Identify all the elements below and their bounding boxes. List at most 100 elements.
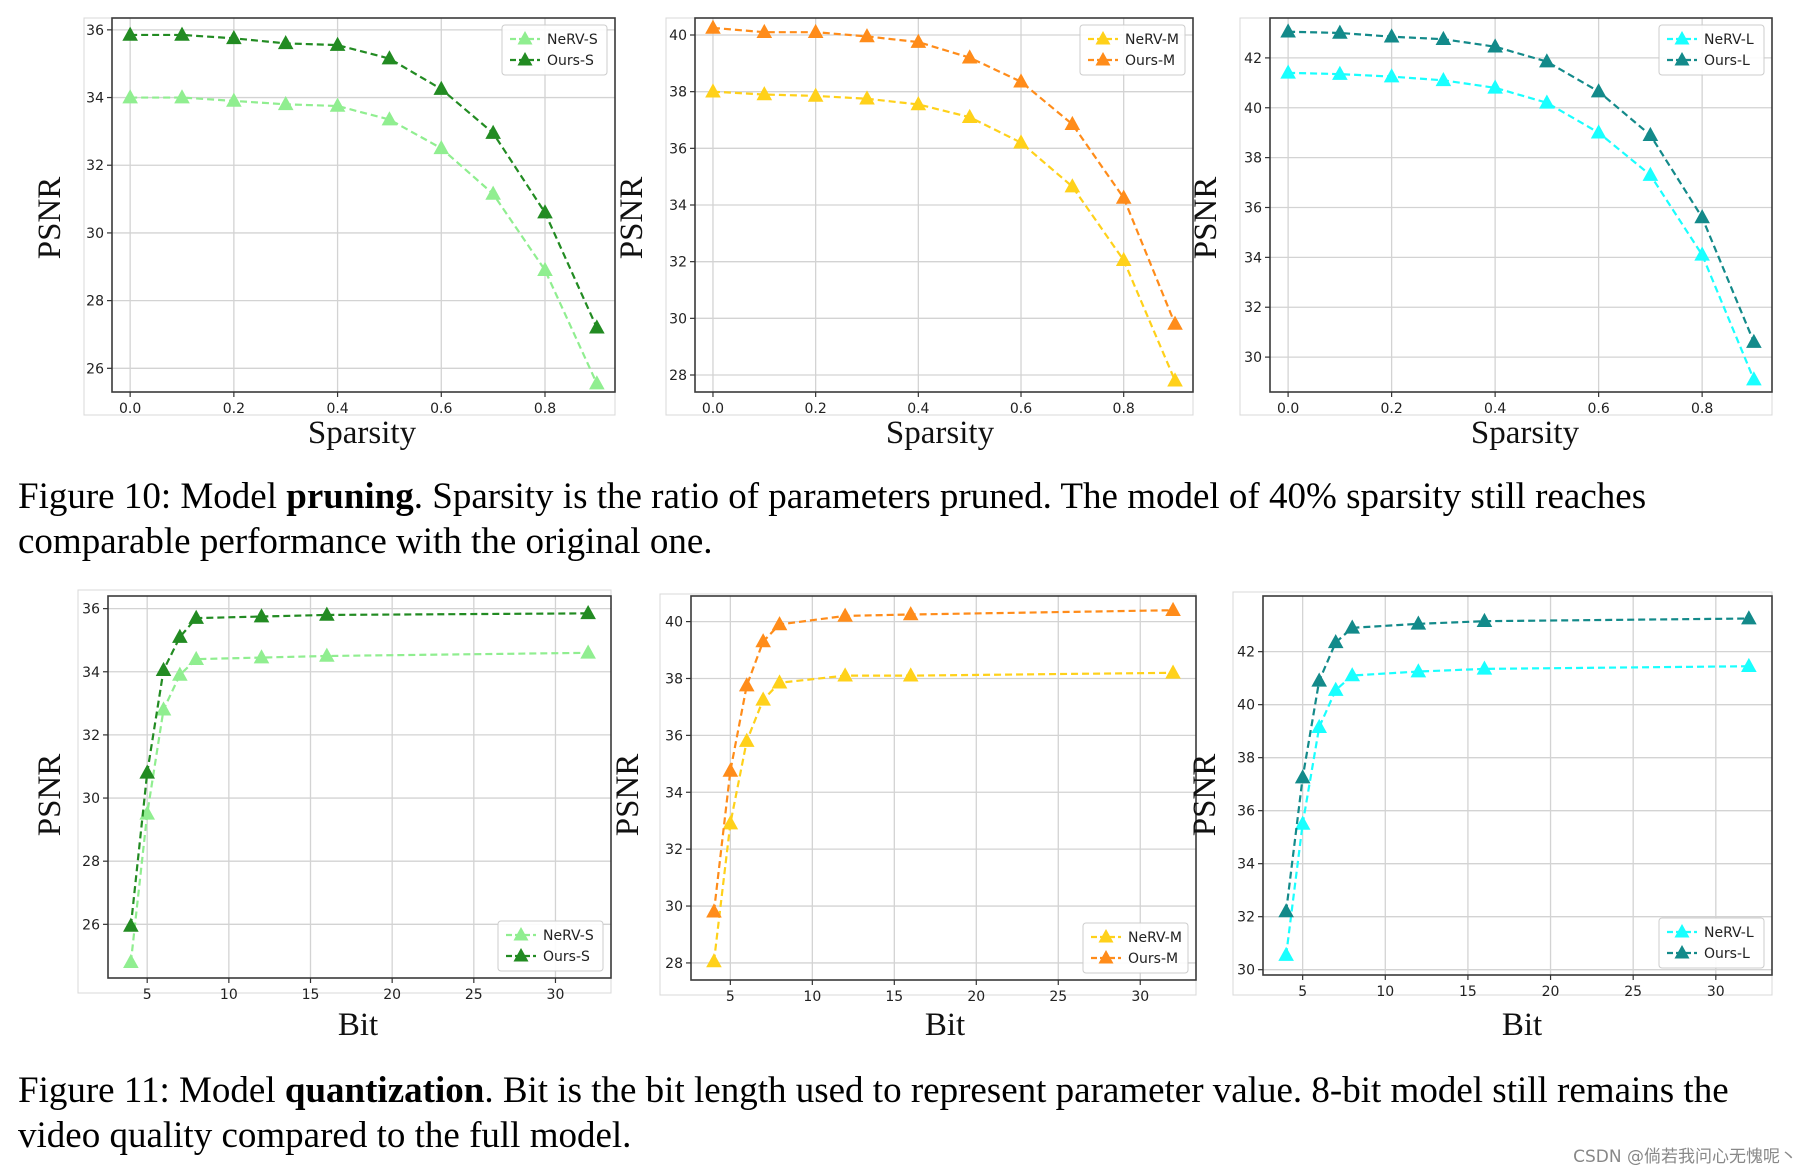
data-point (807, 87, 824, 102)
data-point (277, 35, 294, 50)
legend-marker (513, 947, 529, 962)
y-tick-label: 26 (82, 917, 100, 933)
data-point (1064, 178, 1081, 193)
data-point (537, 204, 553, 219)
data-point (174, 26, 190, 41)
figure-11-bold: quantization (284, 1070, 485, 1111)
data-point (705, 19, 721, 34)
series-line (712, 26, 1177, 325)
x-tick-label: 0.6 (1587, 401, 1609, 417)
data-point (1741, 610, 1757, 625)
data-point (1383, 68, 1400, 83)
data-point (1539, 94, 1555, 109)
x-tick-label: 30 (1707, 984, 1725, 1000)
data-point (1280, 23, 1296, 38)
data-point (139, 764, 155, 779)
chart-panel: 0.0 0.2 0.4 0.6 0.8 28 30 32 34 36 38 40 Sparsity PSN… (614, 17, 1194, 451)
data-point (253, 608, 270, 623)
data-point (433, 80, 450, 95)
data-point (837, 607, 853, 622)
data-point (1311, 718, 1327, 733)
data-point (722, 762, 739, 777)
series-line (1285, 617, 1749, 912)
data-point (910, 96, 927, 111)
x-tick-label: 30 (547, 987, 565, 1003)
y-tick-label: 32 (86, 158, 104, 174)
legend-label: NeRV-M (1128, 930, 1182, 946)
x-tick-label: 0.0 (702, 401, 724, 417)
y-tick-label: 36 (665, 728, 683, 744)
series-line (712, 90, 1177, 382)
legend-label: Ours-M (1128, 951, 1178, 967)
x-tick-label: 25 (465, 987, 483, 1003)
data-point (1327, 634, 1344, 649)
x-tick-label: 0.2 (223, 401, 245, 417)
data-point (1590, 83, 1607, 98)
data-point (910, 33, 927, 48)
x-axis-label: Sparsity (886, 415, 995, 451)
data-point (1064, 115, 1081, 131)
x-tick-label: 25 (1049, 989, 1067, 1005)
legend-label: Ours-M (1125, 53, 1175, 69)
data-point (902, 606, 919, 621)
data-point (172, 666, 188, 681)
data-point (706, 953, 722, 968)
data-point (1410, 615, 1427, 630)
y-tick-label: 40 (1244, 101, 1262, 117)
data-point (722, 815, 739, 830)
y-tick-label: 36 (1237, 804, 1255, 820)
y-tick-label: 34 (86, 91, 104, 107)
data-point (1476, 660, 1493, 675)
data-point (381, 111, 398, 126)
series-line (130, 33, 598, 329)
figure-10-text-before: Model (171, 476, 287, 517)
data-point (755, 633, 771, 648)
series-line (1288, 71, 1755, 380)
legend-label: Ours-L (1704, 946, 1750, 962)
data-point (172, 628, 188, 643)
y-axis-label: PSNR (610, 754, 646, 837)
data-point (1278, 946, 1294, 961)
data-point (1344, 619, 1361, 634)
x-tick-label: 5 (726, 989, 735, 1005)
data-point (1476, 612, 1493, 627)
data-point (1167, 315, 1183, 330)
x-tick-label: 0.4 (907, 401, 929, 417)
x-tick-label: 0.4 (1484, 401, 1506, 417)
x-tick-label: 0.2 (1380, 401, 1402, 417)
data-point (174, 89, 190, 104)
y-axis-label: PSNR (614, 177, 650, 260)
x-axis-label: Sparsity (308, 415, 417, 451)
series-line (712, 671, 1174, 962)
legend-marker (513, 926, 529, 941)
data-point (155, 701, 172, 716)
y-tick-label: 28 (665, 956, 683, 972)
data-point (1746, 371, 1762, 386)
y-tick-label: 32 (669, 255, 687, 271)
y-tick-label: 32 (82, 728, 100, 744)
data-point (1311, 672, 1327, 687)
x-tick-label: 20 (967, 989, 985, 1005)
x-axis-label: Bit (925, 1007, 965, 1043)
y-tick-label: 32 (1237, 910, 1255, 926)
data-point (122, 26, 138, 41)
data-point (1115, 251, 1132, 267)
x-tick-label: 0.6 (1010, 401, 1032, 417)
data-point (1642, 126, 1659, 141)
data-point (122, 89, 138, 104)
data-point (1746, 333, 1762, 348)
plot-area (111, 17, 616, 393)
y-tick-label: 38 (665, 671, 683, 687)
data-point (1410, 663, 1427, 678)
x-tick-label: 15 (885, 989, 903, 1005)
y-tick-label: 40 (669, 28, 687, 44)
data-point (1294, 815, 1311, 830)
y-axis-label: PSNR (1188, 177, 1224, 260)
chart-panel: 5 10 15 20 25 30 28 30 32 34 36 38 40 Bit PSNR NeRV-M Ou… (610, 593, 1197, 1043)
data-point (1327, 681, 1344, 696)
series-line (1285, 665, 1749, 956)
legend-marker (1095, 51, 1111, 66)
y-tick-label: 36 (82, 602, 100, 618)
data-point (485, 185, 501, 200)
